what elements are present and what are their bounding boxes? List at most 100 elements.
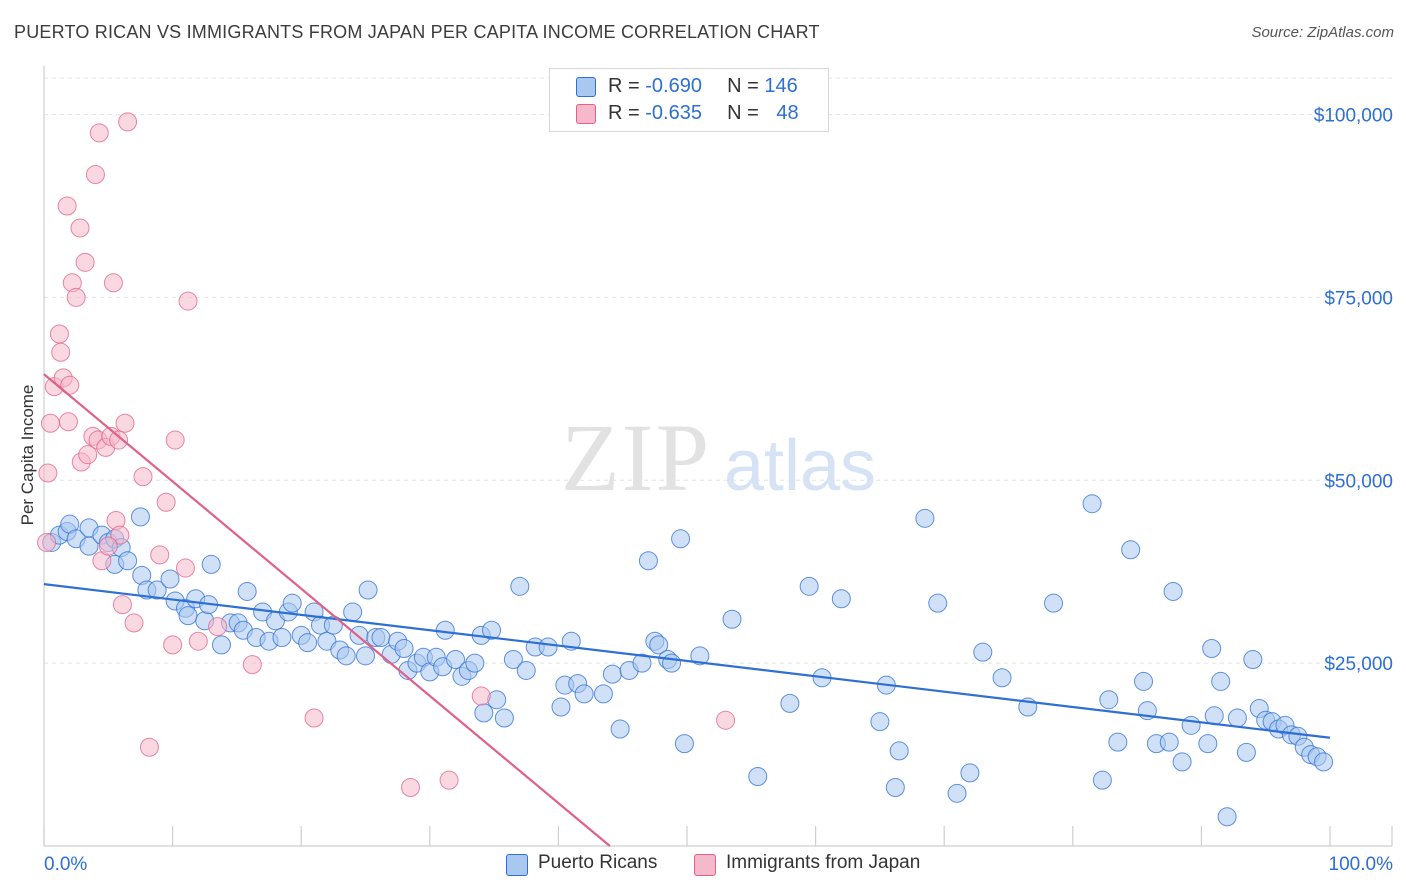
point-puerto-ricans bbox=[1314, 752, 1334, 772]
y-axis-label: Per Capita Income bbox=[18, 384, 37, 526]
x-tick-label: 100.0% bbox=[1329, 854, 1394, 875]
x-tick-label: 0.0% bbox=[44, 854, 87, 875]
point-puerto-ricans bbox=[1198, 734, 1218, 754]
point-immigrants-japan bbox=[175, 558, 195, 578]
trend-line-puerto-ricans bbox=[43, 583, 1331, 739]
point-puerto-ricans bbox=[343, 602, 363, 622]
point-puerto-ricans bbox=[487, 690, 507, 710]
point-puerto-ricans bbox=[538, 637, 558, 657]
point-puerto-ricans bbox=[336, 646, 356, 666]
point-immigrants-japan bbox=[38, 463, 58, 483]
point-puerto-ricans bbox=[1108, 732, 1128, 752]
point-puerto-ricans bbox=[211, 635, 231, 655]
watermark-zip: ZIP bbox=[561, 404, 711, 511]
point-puerto-ricans bbox=[610, 719, 630, 739]
point-immigrants-japan bbox=[401, 777, 421, 797]
point-puerto-ricans bbox=[928, 593, 948, 613]
point-immigrants-japan bbox=[242, 655, 262, 675]
point-immigrants-japan bbox=[118, 112, 138, 132]
point-puerto-ricans bbox=[1211, 671, 1231, 691]
point-puerto-ricans bbox=[748, 767, 768, 787]
point-immigrants-japan bbox=[60, 375, 80, 395]
point-puerto-ricans bbox=[973, 642, 993, 662]
point-puerto-ricans bbox=[674, 734, 694, 754]
point-puerto-ricans bbox=[503, 649, 523, 669]
point-puerto-ricans bbox=[780, 693, 800, 713]
point-puerto-ricans bbox=[1159, 732, 1179, 752]
data-points bbox=[37, 112, 1334, 827]
point-immigrants-japan bbox=[163, 635, 183, 655]
point-immigrants-japan bbox=[70, 218, 90, 238]
point-puerto-ricans bbox=[282, 593, 302, 613]
watermark: ZIP atlas bbox=[561, 404, 876, 511]
legend-text: R = -0.635 N = 48 bbox=[608, 102, 799, 125]
point-puerto-ricans bbox=[1121, 540, 1141, 560]
point-puerto-ricans bbox=[960, 763, 980, 783]
point-puerto-ricans bbox=[272, 628, 292, 648]
point-immigrants-japan bbox=[85, 165, 105, 185]
point-puerto-ricans bbox=[1163, 581, 1183, 601]
point-puerto-ricans bbox=[831, 589, 851, 609]
point-immigrants-japan bbox=[139, 737, 159, 757]
point-puerto-ricans bbox=[1181, 715, 1201, 735]
point-puerto-ricans bbox=[1099, 690, 1119, 710]
legend-swatch-blue bbox=[576, 77, 596, 97]
point-puerto-ricans bbox=[915, 508, 935, 528]
point-immigrants-japan bbox=[188, 631, 208, 651]
point-puerto-ricans bbox=[649, 635, 669, 655]
r-value: -0.635 bbox=[645, 102, 702, 124]
r-label: R = bbox=[608, 75, 640, 97]
point-puerto-ricans bbox=[237, 581, 257, 601]
point-puerto-ricans bbox=[1236, 742, 1256, 762]
point-puerto-ricans bbox=[178, 606, 198, 626]
source-label: Source: ZipAtlas.com bbox=[1251, 24, 1394, 41]
point-puerto-ricans bbox=[118, 551, 138, 571]
point-puerto-ricans bbox=[662, 653, 682, 673]
point-immigrants-japan bbox=[165, 430, 185, 450]
point-puerto-ricans bbox=[671, 529, 691, 549]
point-puerto-ricans bbox=[510, 576, 530, 596]
point-puerto-ricans bbox=[394, 639, 414, 659]
point-immigrants-japan bbox=[133, 467, 153, 487]
watermark-atlas: atlas bbox=[724, 426, 876, 506]
point-puerto-ricans bbox=[889, 741, 909, 761]
point-puerto-ricans bbox=[465, 653, 485, 673]
point-puerto-ricans bbox=[298, 633, 318, 653]
point-immigrants-japan bbox=[103, 273, 123, 293]
point-puerto-ricans bbox=[494, 708, 514, 728]
point-immigrants-japan bbox=[89, 123, 109, 143]
point-immigrants-japan bbox=[37, 532, 57, 552]
point-puerto-ricans bbox=[1082, 494, 1102, 514]
point-puerto-ricans bbox=[870, 712, 890, 732]
point-puerto-ricans bbox=[160, 569, 180, 589]
y-tick-label: $50,000 bbox=[1324, 471, 1393, 492]
point-puerto-ricans bbox=[1243, 649, 1263, 669]
r-label: R = bbox=[608, 102, 640, 124]
point-immigrants-japan bbox=[716, 710, 736, 730]
point-immigrants-japan bbox=[75, 252, 95, 272]
point-puerto-ricans bbox=[1202, 639, 1222, 659]
point-puerto-ricans bbox=[593, 684, 613, 704]
point-immigrants-japan bbox=[208, 617, 228, 637]
point-immigrants-japan bbox=[156, 492, 176, 512]
point-puerto-ricans bbox=[602, 664, 622, 684]
point-puerto-ricans bbox=[885, 777, 905, 797]
point-puerto-ricans bbox=[371, 628, 391, 648]
n-value: 146 bbox=[764, 75, 798, 97]
point-puerto-ricans bbox=[1172, 752, 1192, 772]
y-tick-label: $75,000 bbox=[1324, 288, 1393, 309]
point-immigrants-japan bbox=[439, 770, 459, 790]
point-puerto-ricans bbox=[130, 507, 150, 527]
point-immigrants-japan bbox=[124, 613, 144, 633]
point-immigrants-japan bbox=[40, 413, 60, 433]
point-puerto-ricans bbox=[1217, 807, 1237, 827]
point-puerto-ricans bbox=[482, 620, 502, 640]
y-tick-label: $25,000 bbox=[1324, 654, 1393, 675]
point-puerto-ricans bbox=[147, 580, 167, 600]
legend-label: Immigrants from Japan bbox=[726, 852, 921, 873]
point-immigrants-japan bbox=[58, 412, 78, 432]
point-puerto-ricans bbox=[799, 576, 819, 596]
point-immigrants-japan bbox=[150, 545, 170, 565]
point-puerto-ricans bbox=[551, 697, 571, 717]
